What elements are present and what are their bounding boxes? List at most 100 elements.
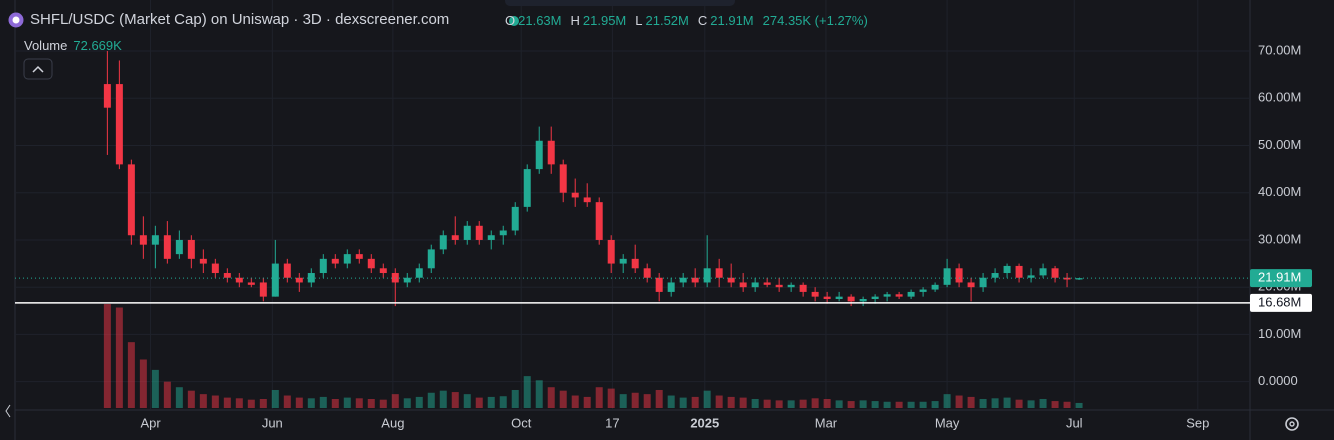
candle-body (799, 284, 807, 292)
candle-body (463, 225, 471, 240)
candle-body (535, 140, 543, 170)
candle-body (823, 296, 831, 299)
candle-body (403, 277, 411, 283)
last-price-tag (1250, 269, 1312, 288)
volume-bar (667, 395, 675, 408)
volume-bar (739, 397, 747, 408)
x-tick-label: Mar (815, 415, 838, 430)
volume-bar (187, 390, 195, 408)
volume-bar (1039, 398, 1047, 408)
y-tick-label: 10.00M (1258, 326, 1301, 341)
candle-body (559, 164, 567, 193)
volume-bar (631, 392, 639, 408)
live-dot (509, 16, 519, 26)
volume-bar (943, 394, 951, 408)
candle-body (775, 284, 783, 288)
candle-body (211, 263, 219, 274)
x-tick-label: Oct (511, 415, 532, 430)
volume-bar (379, 399, 387, 408)
settings-button[interactable] (1285, 417, 1299, 431)
volume-bar (259, 398, 267, 408)
volume-bar (103, 304, 111, 408)
volume-bar (283, 395, 291, 408)
candle-body (187, 239, 195, 259)
volume-bar (307, 398, 315, 408)
volume-bar (763, 399, 771, 408)
candle-body (271, 263, 279, 297)
ohlc-key: O (505, 13, 516, 28)
volume-bar (571, 395, 579, 408)
candle-body (895, 294, 903, 297)
volume-bar (487, 396, 495, 408)
candle-body (967, 282, 975, 288)
collapse-icon (32, 65, 44, 73)
candle-body (835, 296, 843, 299)
y-tick-label: 30.00M (1258, 231, 1301, 246)
volume-bar (115, 307, 123, 408)
candle-body (511, 206, 519, 231)
volume-bar (535, 380, 543, 408)
candle-body (1027, 275, 1035, 278)
volume-bar (883, 401, 891, 408)
volume-bar (607, 388, 615, 408)
x-tick-label: Apr (140, 415, 161, 430)
x-tick-label: 2025 (690, 415, 719, 430)
candle-body (151, 235, 159, 245)
candle-body (919, 289, 927, 292)
candle-body (475, 225, 483, 240)
toolbar[interactable] (505, 0, 735, 6)
volume-bar (655, 389, 663, 408)
volume-bar (475, 397, 483, 408)
ohlc-key: C (697, 13, 708, 28)
volume-bar (319, 396, 327, 408)
volume-bar (859, 400, 867, 408)
collapse-button[interactable] (23, 58, 53, 80)
candle-body (715, 268, 723, 278)
x-tick-label: Aug (381, 415, 404, 430)
candle-body (175, 239, 183, 255)
candle-body (703, 268, 711, 283)
candle-body (631, 258, 639, 269)
candle-body (811, 291, 819, 297)
x-tick-label: Jun (262, 415, 283, 430)
candle-body (259, 282, 267, 297)
volume-bar (919, 401, 927, 408)
candle-body (139, 235, 147, 245)
volume-bar (583, 396, 591, 408)
volume-bar (463, 394, 471, 408)
volume-bar (199, 394, 207, 408)
candle-body (367, 258, 375, 269)
candle-body (847, 296, 855, 302)
scroll-left[interactable] (5, 404, 11, 418)
volume-bar (703, 390, 711, 408)
y-tick-label: 40.00M (1258, 184, 1301, 199)
volume-bar (247, 399, 255, 408)
candle-body (247, 282, 255, 285)
volume-bar (1015, 399, 1023, 408)
volume-bar (235, 398, 243, 408)
candle-body (415, 268, 423, 278)
candle-body (379, 268, 387, 274)
volume-bar (415, 396, 423, 408)
candle-body (487, 235, 495, 240)
volume-bar (403, 398, 411, 408)
volume-bar (211, 395, 219, 408)
volume-bar (355, 398, 363, 408)
price-line-tag (1250, 293, 1312, 312)
volume-bar (127, 342, 135, 408)
candle-body (619, 258, 627, 264)
candle-body (1015, 265, 1023, 278)
candle-body (1075, 278, 1083, 280)
candle-body (451, 235, 459, 240)
candle-body (691, 277, 699, 283)
volume-bar (847, 401, 855, 408)
volume-bar (523, 376, 531, 408)
candle-body (355, 254, 363, 259)
candle-body (991, 273, 999, 278)
candle-body (739, 282, 747, 288)
candle-body (859, 298, 867, 302)
volume-bar (1051, 401, 1059, 408)
